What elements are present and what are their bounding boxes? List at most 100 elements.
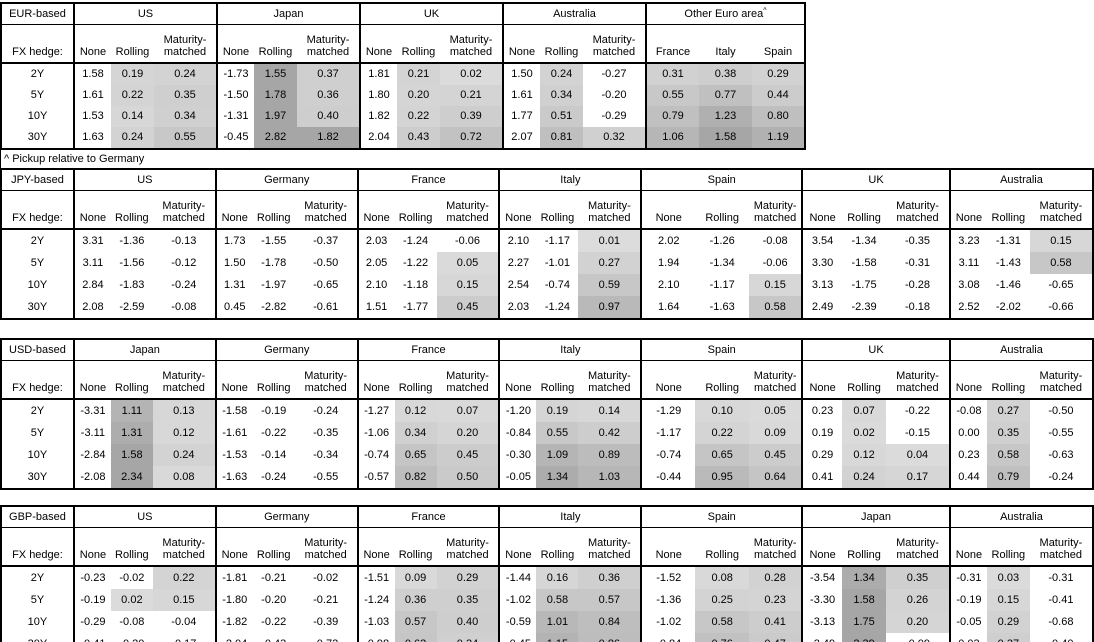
value-cell: 0.27 — [986, 399, 1030, 422]
col-header: Maturity-matched — [583, 24, 646, 64]
value-cell: 2.39 — [842, 633, 887, 642]
col-header: Maturity-matched — [436, 190, 500, 230]
col-header: Maturity-matched — [578, 190, 642, 230]
col-header: Rolling — [110, 190, 153, 230]
value-cell: -0.21 — [313, 594, 339, 606]
value-cell: -1.02 — [498, 589, 537, 611]
value-cell: 0.55 — [154, 127, 217, 149]
country-header: Germany — [214, 169, 358, 191]
col-header: Rolling — [842, 190, 887, 230]
col-header: Rolling — [536, 360, 579, 400]
col-header: Maturity-matched — [297, 24, 360, 64]
col-header: None — [214, 527, 253, 567]
value-cell: 0.24 — [111, 127, 154, 149]
col-header: Maturity-matched — [578, 360, 642, 400]
value-cell: -2.59 — [119, 301, 145, 313]
value-cell: 0.22 — [152, 566, 216, 589]
value-cell: -1.82 — [214, 611, 253, 633]
row-label: 5Y — [1, 85, 75, 106]
value-cell: 3.54 — [801, 229, 843, 252]
row-label: 5Y — [1, 589, 75, 611]
col-header: None — [640, 190, 696, 230]
value-cell: 0.09 — [394, 566, 437, 589]
col-header: None — [502, 24, 540, 64]
value-cell: -0.39 — [313, 616, 339, 628]
footnote: ^ Pickup relative to Germany — [0, 150, 803, 168]
value-cell: -0.40 — [1030, 633, 1093, 642]
value-cell: 0.17 — [886, 466, 950, 489]
value-cell: 0.58 — [1029, 252, 1093, 274]
value-cell: -0.55 — [1048, 427, 1074, 439]
value-cell: 0.36 — [297, 85, 360, 106]
value-cell: 0.38 — [699, 63, 752, 85]
value-cell: -1.31 — [216, 106, 254, 127]
value-cell: -0.19 — [948, 589, 987, 611]
value-cell: 0.04 — [886, 444, 950, 466]
value-cell: -0.08 — [948, 399, 987, 422]
value-cell: 0.08 — [695, 566, 750, 589]
value-cell: 1.78 — [254, 85, 297, 106]
value-cell: 0.36 — [578, 566, 642, 589]
value-cell: 0.07 — [436, 399, 500, 422]
value-cell: 0.25 — [695, 589, 750, 611]
col-header: None — [640, 360, 696, 400]
value-cell: 0.44 — [752, 85, 805, 106]
col-header: None — [801, 527, 843, 567]
col-header: None — [214, 190, 253, 230]
value-cell: 1.34 — [842, 566, 887, 589]
value-cell: 1.15 — [536, 633, 579, 642]
value-cell: 0.21 — [440, 85, 503, 106]
fx-hedge-label: FX hedge: — [1, 360, 75, 400]
row-label: 2Y — [1, 63, 75, 85]
value-cell: 1.61 — [73, 85, 111, 106]
value-cell: -0.84 — [498, 422, 537, 444]
col-header: Maturity-matched — [749, 190, 803, 230]
col-header: None — [73, 24, 111, 64]
value-cell: 2.10 — [640, 274, 696, 296]
value-cell: 1.58 — [73, 63, 111, 85]
value-cell: 1.31 — [214, 274, 253, 296]
value-cell: 2.03 — [498, 296, 537, 319]
value-cell: 0.15 — [1029, 229, 1093, 252]
row-label: 5Y — [1, 252, 75, 274]
value-cell: 3.23 — [948, 229, 987, 252]
col-header: None — [72, 360, 111, 400]
value-cell: -0.05 — [498, 466, 537, 489]
value-cell: -1.22 — [403, 257, 429, 269]
value-cell: -0.41 — [1048, 594, 1074, 606]
row-label: 5Y — [1, 422, 75, 444]
value-cell: -0.09 — [886, 633, 950, 642]
value-cell: 1.23 — [699, 106, 752, 127]
value-cell: -0.21 — [261, 572, 287, 584]
base-label: GBP-based — [1, 506, 75, 528]
value-cell: 0.03 — [986, 566, 1030, 589]
value-cell: -0.24 — [1048, 471, 1074, 483]
col-header: Rolling — [254, 24, 297, 64]
value-cell: -0.98 — [356, 633, 395, 642]
value-cell: 0.21 — [397, 63, 440, 85]
value-cell: -1.44 — [498, 566, 537, 589]
value-cell: 1.81 — [359, 63, 397, 85]
value-cell: 0.16 — [536, 566, 579, 589]
value-cell: -0.61 — [313, 301, 339, 313]
col-header: Rolling — [695, 360, 750, 400]
value-cell: -0.30 — [498, 444, 537, 466]
country-header: Italy — [498, 169, 642, 191]
value-cell: -0.19 — [261, 405, 287, 417]
col-header: None — [214, 360, 253, 400]
value-cell: -0.22 — [261, 616, 287, 628]
value-cell: -0.50 — [1048, 405, 1074, 417]
value-cell: 0.05 — [436, 252, 500, 274]
col-header: None — [356, 360, 395, 400]
col-header: None — [948, 527, 987, 567]
value-cell: -1.83 — [119, 279, 145, 291]
col-header: None — [801, 360, 843, 400]
value-cell: 0.29 — [801, 444, 843, 466]
value-cell: 2.04 — [359, 127, 397, 149]
value-cell: -1.77 — [403, 301, 429, 313]
value-cell: 0.55 — [645, 85, 699, 106]
value-cell: -0.12 — [171, 257, 197, 269]
value-cell: 0.02 — [842, 422, 887, 444]
value-cell: 0.14 — [578, 399, 642, 422]
value-cell: -0.35 — [313, 427, 339, 439]
